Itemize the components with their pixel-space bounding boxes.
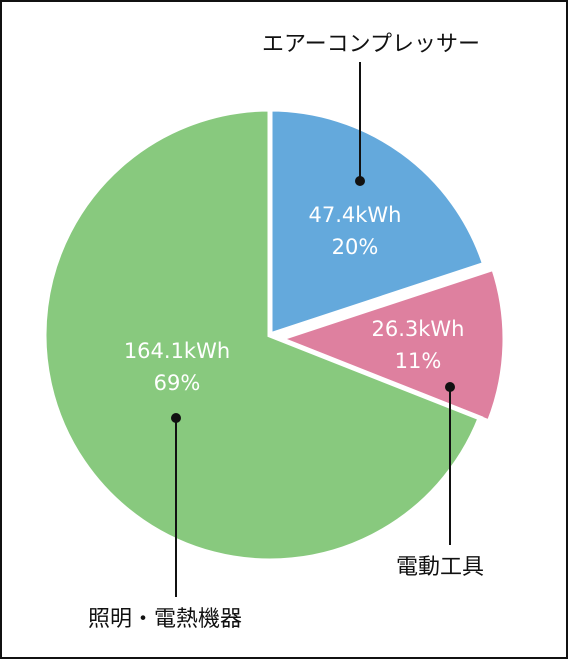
category-label: エアーコンプレッサー xyxy=(262,32,480,57)
category-label: 電動工具 xyxy=(396,555,484,580)
leader-dot xyxy=(171,413,181,423)
pie-slice xyxy=(41,106,484,564)
value-label: 26.3kWh xyxy=(372,317,465,341)
percent-label: 69% xyxy=(154,371,201,395)
percent-label: 11% xyxy=(395,349,442,373)
leader-dot xyxy=(355,176,365,186)
value-label: 164.1kWh xyxy=(124,339,230,363)
leader-dot xyxy=(445,382,455,392)
value-label: 47.4kWh xyxy=(309,203,402,227)
pie-slice xyxy=(267,106,488,339)
percent-label: 20% xyxy=(332,235,379,259)
category-label: 照明・電熱機器 xyxy=(88,607,242,632)
